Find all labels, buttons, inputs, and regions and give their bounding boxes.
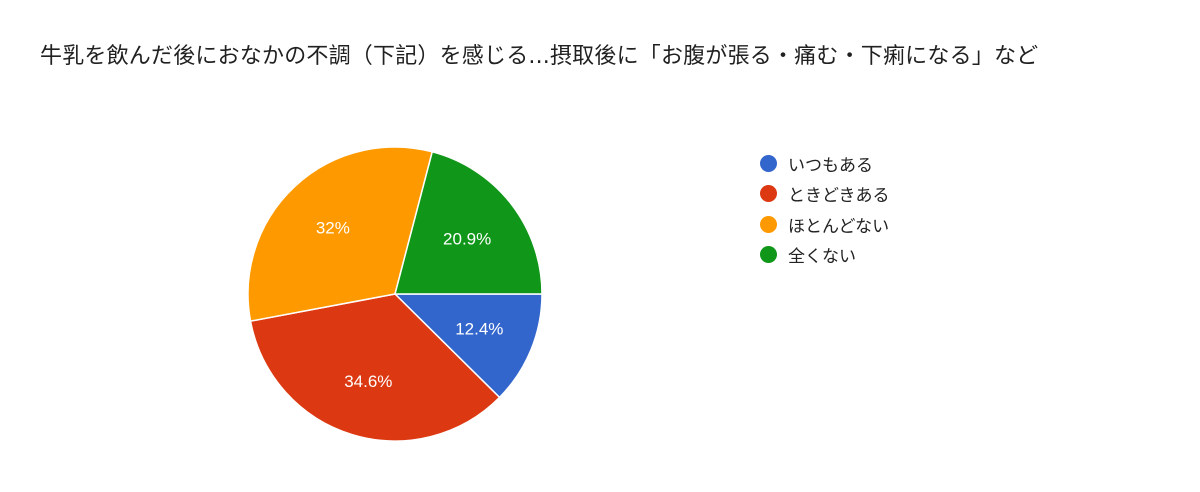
slice-never[interactable]: [394, 150, 543, 295]
legend-swatch-icon: [760, 246, 777, 264]
legend-item-sometimes[interactable]: ときどきある: [760, 179, 890, 210]
slice-sometimes[interactable]: [249, 293, 501, 442]
legend-swatch-icon: [760, 154, 777, 172]
slice-always[interactable]: [393, 293, 543, 399]
slice-percent-label: 32%: [316, 218, 350, 237]
legend-swatch-icon: [760, 215, 777, 233]
legend-label: いつもある: [788, 155, 873, 176]
slice-percent-label: 34.6%: [344, 372, 392, 391]
legend-item-never[interactable]: 全くない: [760, 240, 890, 271]
legend-label: 全くない: [788, 247, 856, 268]
slice-percent-label: 20.9%: [443, 229, 491, 248]
legend-label: ときどきある: [788, 186, 890, 207]
legend-item-always[interactable]: いつもある: [760, 148, 890, 179]
slice-percent-label: 12.4%: [455, 320, 503, 339]
legend: いつもある ときどきある ほとんどない 全くない: [760, 148, 890, 270]
chart-title: 牛乳を飲んだ後におなかの不調（下記）を感じる...摂取後に「お腹が張る・痛む・下…: [40, 44, 1039, 69]
legend-item-rarely[interactable]: ほとんどない: [760, 209, 890, 240]
slice-rarely[interactable]: [247, 146, 434, 322]
legend-swatch-icon: [760, 185, 777, 203]
legend-label: ほとんどない: [788, 216, 890, 237]
